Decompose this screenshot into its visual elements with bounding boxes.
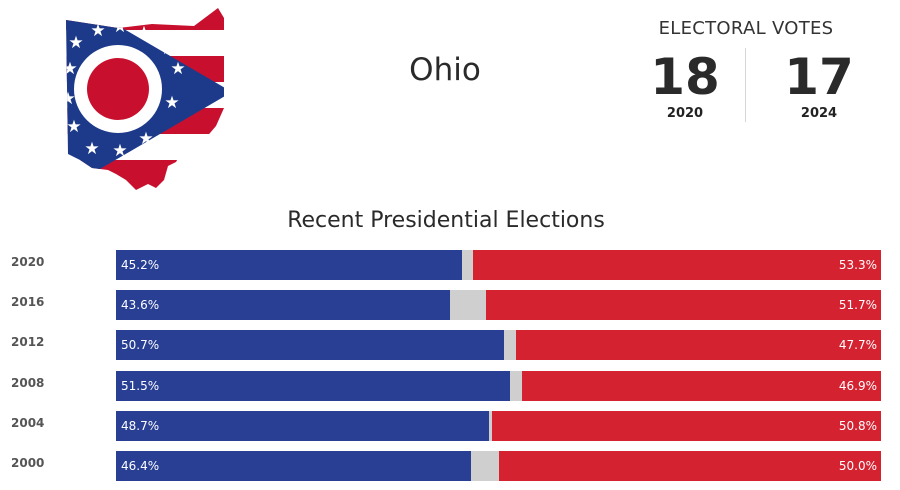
state-name: Ohio	[409, 52, 481, 88]
republican-percent-label: 53.3%	[838, 258, 877, 272]
democrat-percent-label: 45.2%	[121, 258, 160, 272]
democrat-percent-label: 48.7%	[121, 418, 160, 433]
svg-text:★: ★	[136, 23, 151, 43]
electoral-votes-title: ELECTORAL VOTES	[658, 18, 834, 39]
republican-percent-label: 51.7%	[838, 298, 877, 313]
republican-percent-label: 50.8%	[838, 418, 877, 433]
ohio-flag-state-icon: ★ ★ ★ ★ ★ ★ ★ ★ ★ ★ ★ ★ ★	[64, 8, 224, 190]
svg-text:★: ★	[112, 17, 127, 37]
democrat-percent-label: 46.4%	[121, 459, 160, 473]
democrat-bar-segment	[116, 290, 450, 321]
election-result-bar: 48.7% 50.8%	[116, 410, 881, 441]
election-row: 2008 51.5% 46.9%	[0, 370, 900, 401]
republican-bar-segment	[516, 330, 881, 361]
democrat-percent-label: 43.6%	[121, 298, 160, 313]
electoral-votes-year: 2020	[666, 106, 704, 121]
electoral-votes-divider	[745, 48, 746, 122]
republican-bar-segment	[485, 290, 881, 321]
election-year-label: 2000	[11, 456, 45, 470]
election-year-label: 2012	[11, 335, 45, 350]
democrat-bar-segment	[116, 370, 510, 401]
election-year-label: 2004	[11, 415, 45, 430]
svg-text:★: ★	[64, 59, 78, 79]
chart-title: Recent Presidential Elections	[287, 208, 605, 233]
electoral-votes-panel: ELECTORAL VOTES 18 2020 17 2024	[630, 18, 862, 128]
republican-bar-segment	[522, 370, 881, 401]
electoral-votes-item: 18 2020	[630, 48, 740, 121]
svg-text:★: ★	[68, 33, 83, 53]
election-year-label: 2020	[11, 255, 45, 269]
republican-percent-label: 50.0%	[838, 459, 877, 473]
svg-text:★: ★	[112, 141, 127, 161]
republican-bar-segment	[473, 250, 881, 280]
election-result-bar: 51.5% 46.9%	[116, 370, 881, 401]
democrat-bar-segment	[116, 330, 504, 361]
svg-text:★: ★	[66, 117, 81, 137]
svg-text:★: ★	[90, 21, 105, 41]
svg-text:★: ★	[160, 39, 175, 59]
democrat-bar-segment	[116, 250, 462, 280]
republican-percent-label: 47.7%	[838, 338, 877, 353]
election-row: 2000 46.4% 50.0%	[0, 451, 900, 481]
electoral-votes-value: 18	[650, 48, 720, 106]
election-row: 2016 43.6% 51.7%	[0, 290, 900, 321]
electoral-votes-value: 17	[784, 48, 854, 106]
democrat-percent-label: 50.7%	[121, 338, 160, 353]
republican-bar-segment	[492, 410, 881, 441]
election-row: 2020 45.2% 53.3%	[0, 250, 900, 280]
ohio-flag-state-logo: ★ ★ ★ ★ ★ ★ ★ ★ ★ ★ ★ ★ ★	[64, 4, 226, 190]
svg-text:★: ★	[64, 89, 76, 109]
election-result-bar: 46.4% 50.0%	[116, 451, 881, 481]
svg-text:★: ★	[84, 139, 99, 159]
electoral-votes-item: 17 2024	[764, 48, 874, 121]
svg-text:★: ★	[138, 129, 153, 149]
democrat-bar-segment	[116, 410, 489, 441]
republican-percent-label: 46.9%	[838, 378, 877, 393]
electoral-votes-year: 2024	[800, 106, 838, 121]
democrat-bar-segment	[116, 451, 471, 481]
election-year-label: 2016	[11, 295, 45, 310]
democrat-percent-label: 51.5%	[121, 378, 160, 393]
election-result-bar: 43.6% 51.7%	[116, 290, 881, 321]
election-row: 2004 48.7% 50.8%	[0, 410, 900, 441]
election-result-bar: 45.2% 53.3%	[116, 250, 881, 280]
svg-text:★: ★	[164, 93, 179, 113]
republican-bar-segment	[498, 451, 881, 481]
election-result-bar: 50.7% 47.7%	[116, 330, 881, 361]
election-row: 2012 50.7% 47.7%	[0, 330, 900, 361]
election-year-label: 2008	[11, 375, 45, 390]
svg-text:★: ★	[170, 59, 185, 79]
